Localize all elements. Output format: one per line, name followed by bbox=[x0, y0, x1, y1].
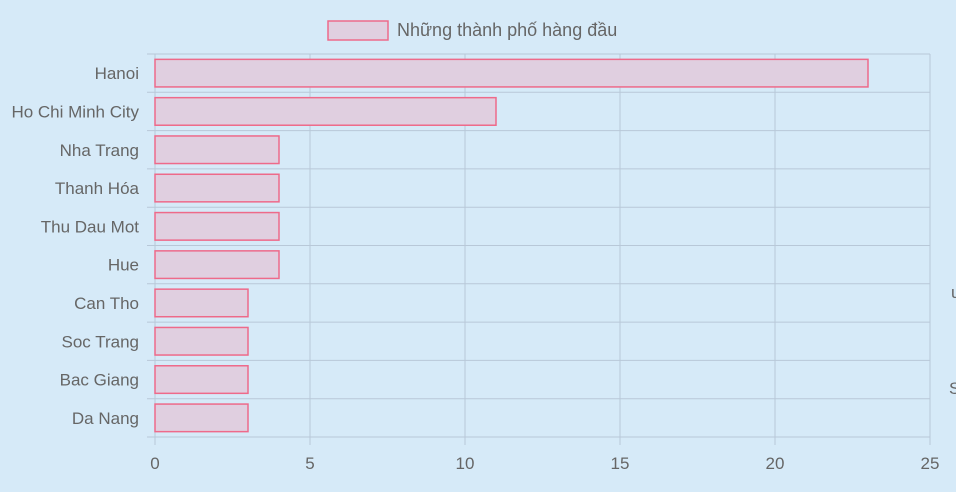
clipped-side-text: u S bbox=[949, 283, 956, 398]
y-tick-label-6: Can Tho bbox=[74, 294, 139, 313]
bar-5 bbox=[154, 250, 280, 280]
bar-1 bbox=[154, 96, 497, 126]
bar-0 bbox=[154, 58, 869, 88]
bar-2 bbox=[154, 135, 280, 165]
x-tick-label-2: 10 bbox=[456, 454, 475, 473]
bars-group bbox=[154, 58, 869, 433]
bar-7 bbox=[154, 326, 249, 356]
bar-3 bbox=[154, 173, 280, 203]
y-tick-label-7: Soc Trang bbox=[62, 332, 140, 351]
y-tick-label-5: Hue bbox=[108, 256, 139, 275]
clipped-text-2: S bbox=[949, 379, 956, 398]
y-tick-label-4: Thu Dau Mot bbox=[41, 217, 140, 236]
legend[interactable]: Những thành phố hàng đầu bbox=[327, 20, 617, 41]
bar-6 bbox=[154, 288, 249, 318]
x-tick-label-5: 25 bbox=[921, 454, 940, 473]
grid-lines bbox=[147, 53, 931, 445]
bar-9 bbox=[154, 403, 249, 433]
y-tick-label-0: Hanoi bbox=[95, 64, 139, 83]
y-axis-labels: Hanoi Ho Chi Minh City Nha Trang Thanh Hóa T… bbox=[11, 64, 139, 428]
y-tick-label-1: Ho Chi Minh City bbox=[11, 102, 139, 121]
x-tick-label-4: 20 bbox=[766, 454, 785, 473]
y-tick-label-3: Thanh Hóa bbox=[55, 179, 140, 198]
x-tick-label-1: 5 bbox=[305, 454, 314, 473]
bar-8 bbox=[154, 365, 249, 395]
legend-swatch bbox=[327, 20, 389, 41]
x-tick-label-3: 15 bbox=[611, 454, 630, 473]
clipped-text-1: u bbox=[951, 283, 956, 302]
x-tick-label-0: 0 bbox=[150, 454, 159, 473]
y-tick-label-8: Bac Giang bbox=[60, 371, 139, 390]
y-tick-label-9: Da Nang bbox=[72, 409, 139, 428]
legend-label: Những thành phố hàng đầu bbox=[397, 20, 617, 40]
x-axis-labels: 0 5 10 15 20 25 bbox=[150, 454, 939, 473]
y-tick-label-2: Nha Trang bbox=[60, 141, 139, 160]
bar-4 bbox=[154, 211, 280, 241]
